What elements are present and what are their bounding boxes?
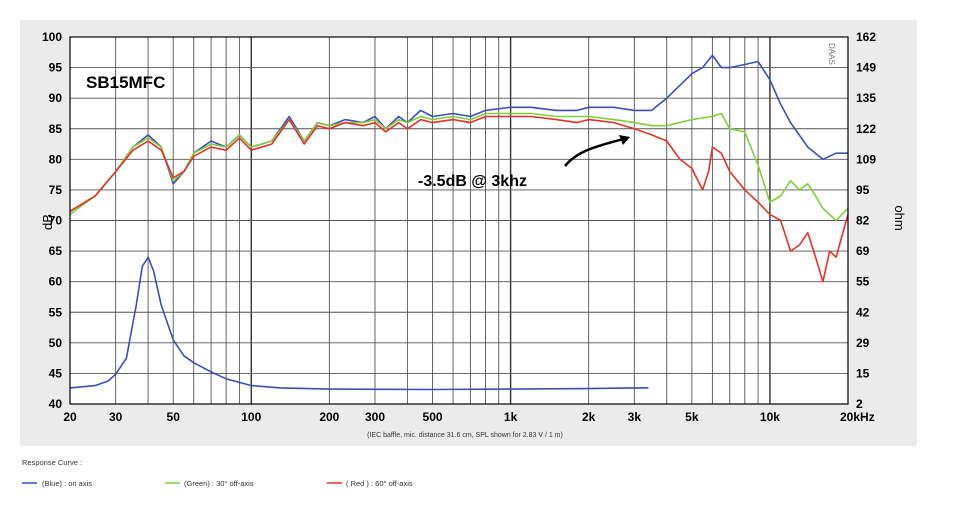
y-tick-label: 80 (49, 152, 63, 166)
series-impedance (69, 256, 649, 391)
y-tick-label: 65 (49, 244, 63, 258)
y-tick-label: 40 (49, 397, 63, 411)
legend-title: Response Curve : (22, 458, 82, 467)
x-tick-label: 300 (365, 410, 385, 424)
y-tick-label: 90 (49, 91, 63, 105)
legend-entry-blue: (Blue) : on axis (22, 479, 92, 488)
x-tick-label: 100 (241, 410, 261, 424)
legend-entry-green: (Green) : 30° off-axis (165, 479, 254, 488)
x-tick-label: 500 (423, 410, 443, 424)
y2-tick-label: 95 (856, 183, 870, 197)
y-tick-label: 70 (49, 214, 63, 228)
x-tick-label: 20 (63, 410, 77, 424)
y2-tick-label: 42 (856, 305, 870, 319)
x-tick-labels: 20 30 50 100 200 300 500 1k 2k 3k 5k 10k 20kHz (63, 410, 874, 424)
y-tick-label: 75 (49, 183, 63, 197)
x-tick-label: 3k (628, 410, 642, 424)
y2-tick-label: 135 (856, 91, 876, 105)
series-green-30deg (69, 112, 849, 222)
y-tick-label: 60 (49, 275, 63, 289)
y2-axis-label: ohm (892, 205, 907, 230)
x-tick-label: 50 (167, 410, 181, 424)
x-tick-label: 5k (685, 410, 699, 424)
svg-text:( Red ) : 60° off-axis: ( Red ) : 60° off-axis (346, 479, 413, 488)
y2-tick-label: 162 (856, 30, 876, 44)
y-tick-label: 50 (49, 336, 63, 350)
svg-text:(Blue) : on axis: (Blue) : on axis (42, 479, 92, 488)
y2-tick-labels: 162 149 135 122 109 95 82 69 55 42 29 15 2 (856, 30, 876, 411)
y2-tick-label: 15 (856, 366, 870, 380)
y2-tick-label: 69 (856, 244, 870, 258)
x-tick-label: 30 (109, 410, 123, 424)
series-red-60deg (69, 115, 849, 283)
svg-text:(Green) : 30° off-axis: (Green) : 30° off-axis (184, 479, 254, 488)
annotation-arrow (564, 136, 628, 167)
x-tick-label: 20kHz (840, 410, 875, 424)
y-axis-label: dB (40, 214, 55, 230)
annotation-text: -3.5dB @ 3khz (418, 173, 527, 190)
annotation-arrowhead (619, 135, 630, 145)
y-tick-labels: 100 95 90 85 80 75 70 65 60 55 50 45 40 (42, 30, 62, 411)
x-tick-label: 10k (760, 410, 780, 424)
measurement-footnote: (IEC baffle, mic. distance 31.6 cm, SPL … (367, 432, 563, 439)
y2-tick-label: 122 (856, 122, 876, 136)
y2-tick-label: 55 (856, 275, 870, 289)
y-tick-label: 45 (49, 366, 63, 380)
series-layer (69, 54, 849, 391)
plot-frame (69, 36, 849, 405)
series-blue-on-axis (69, 54, 848, 212)
logo-mark: DAAS (827, 43, 836, 65)
y2-tick-label: 109 (856, 152, 876, 166)
y-tick-label: 95 (49, 61, 63, 75)
legend-entry-red: ( Red ) : 60° off-axis (327, 479, 413, 488)
y2-tick-label: 2 (856, 397, 863, 411)
y-tick-label: 55 (49, 305, 63, 319)
x-tick-label: 2k (582, 410, 596, 424)
y2-tick-label: 82 (856, 214, 870, 228)
y-tick-label: 85 (49, 122, 63, 136)
y2-tick-label: 29 (856, 336, 870, 350)
x-tick-label: 1k (504, 410, 518, 424)
grid (70, 37, 848, 404)
y2-tick-label: 149 (856, 61, 876, 75)
chart-title: SB15MFC (86, 73, 165, 92)
y-tick-label: 100 (42, 30, 62, 44)
x-tick-label: 200 (319, 410, 339, 424)
